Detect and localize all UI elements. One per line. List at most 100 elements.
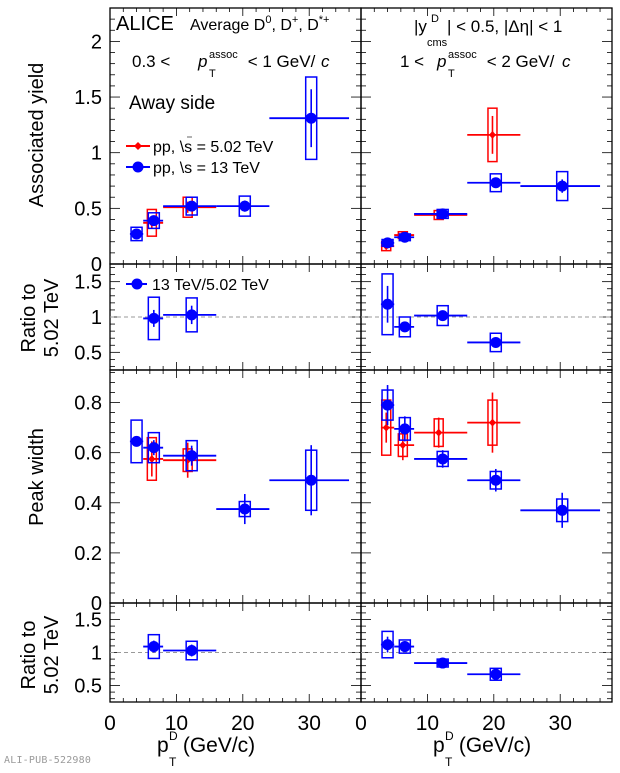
legend-502-label: pp, \s = 5.02 TeV	[153, 139, 274, 156]
y-tick-label: 1	[91, 643, 102, 665]
data-point-circle	[186, 309, 198, 321]
series-pp-13-r1-c0	[143, 296, 217, 341]
y-tick-label: 0.4	[74, 493, 102, 515]
publication-id: ALI-PUB-522980	[4, 755, 92, 766]
data-point-circle	[556, 504, 568, 516]
data-point-circle	[437, 453, 449, 465]
series-pp-13-r2-c1	[380, 385, 601, 528]
x-tick-label: 20	[231, 712, 254, 735]
left-pt-p: p	[197, 52, 207, 71]
annotation-right: |y D cms | < 0.5, |Δη| < 1 1 < p assoc T…	[400, 13, 571, 80]
data-point-diamond	[148, 454, 156, 463]
data-point-circle	[437, 208, 449, 220]
legend-ratio-circle-icon	[131, 278, 143, 290]
annotation-left: ALICE Average D0, D+, D*+ 0.3 < p assoc …	[116, 13, 330, 114]
right-pt-assoc-range: 1 < p assoc T < 2 GeV/ c	[400, 49, 571, 80]
alice-label: ALICE	[116, 13, 174, 35]
left-pt-c: c	[321, 52, 330, 71]
data-point-circle	[490, 336, 502, 348]
legend-entry-502: pp, \s = 5.02 TeV	[126, 136, 274, 156]
y-tick-label: 1.5	[74, 272, 102, 294]
series-pp-13-r1-c1	[380, 273, 521, 353]
x-tick-label: 0	[355, 712, 367, 735]
xlabel-right-sup: D	[445, 729, 454, 743]
data-point-circle	[131, 228, 143, 240]
xlabel-right-sub: T	[445, 755, 453, 769]
data-point-circle	[148, 641, 160, 653]
series-pp-5p02-r2-c1	[380, 392, 521, 461]
data-point-circle	[399, 641, 411, 653]
data-point-circle	[305, 112, 317, 124]
ylabel-ratio-top-line2: 5.02 TeV	[41, 278, 63, 357]
series-pp-13-r2-c0	[129, 419, 350, 525]
data-point-diamond	[399, 441, 407, 450]
x-tick-label: 30	[298, 712, 321, 735]
xlabel-right: p D T (GeV/c)	[433, 729, 531, 769]
legend-13-label: pp, \s = 13 TeV	[153, 160, 260, 177]
avg-d0-sup: 0	[265, 14, 271, 26]
rapidity-cut-label: |y D cms | < 0.5, |Δη| < 1	[414, 13, 562, 49]
left-pt-assoc-range: 0.3 < p assoc T < 1 GeV/ c	[132, 49, 330, 80]
right-pt-c: c	[562, 52, 571, 71]
x-tick-label: 10	[165, 712, 188, 735]
y-tick-label: 0.5	[74, 342, 102, 364]
x-tick-label: 0	[104, 712, 116, 735]
data-marks	[129, 76, 601, 681]
legend-ratio: 13 TeV/5.02 TeV	[126, 277, 269, 294]
y-tick-label: 1	[91, 307, 102, 329]
x-tick-label: 30	[549, 712, 572, 735]
y-tick-label: 0.2	[74, 543, 102, 565]
data-point-circle	[148, 312, 160, 324]
left-pt-T: T	[209, 68, 216, 80]
xlabel-right-rest: (GeV/c)	[453, 734, 531, 757]
y-tick-label: 0	[91, 593, 102, 615]
left-pt-hi: < 1 GeV/	[243, 52, 316, 71]
data-point-circle	[382, 399, 394, 411]
data-point-circle	[490, 474, 502, 486]
data-point-circle	[305, 474, 317, 486]
avg-dstar-sup: *+	[319, 14, 330, 26]
y-tick-label: 2	[91, 31, 102, 53]
data-point-diamond	[488, 418, 496, 427]
x-tick-label: 20	[482, 712, 505, 735]
data-point-circle	[490, 668, 502, 680]
rapidity-sup: D	[431, 13, 439, 25]
y-tick-label: 1.5	[74, 610, 102, 632]
data-point-circle	[399, 231, 411, 243]
data-point-circle	[186, 645, 198, 657]
data-point-diamond	[382, 423, 390, 432]
rapidity-y: |y	[414, 17, 427, 36]
avg-mid1: , D	[271, 17, 291, 34]
away-side-label: Away side	[129, 93, 215, 114]
panel-frame-r2-c1	[360, 369, 613, 604]
data-point-circle	[556, 180, 568, 192]
x-tick-label: 10	[416, 712, 439, 735]
data-point-circle	[148, 442, 160, 454]
legend-entry-13: pp, \s = 13 TeV	[126, 160, 260, 177]
panel-frame-r0-c1	[360, 7, 613, 265]
average-text: Average D0, D+, D*+	[190, 14, 330, 34]
legend-13-circle-icon	[132, 161, 144, 173]
data-point-circle	[186, 450, 198, 462]
xlabel-left: p D T (GeV/c)	[157, 729, 255, 769]
xlabel-left-rest: (GeV/c)	[177, 734, 255, 757]
right-pt-T: T	[448, 68, 455, 80]
y-tick-label: 0.5	[74, 676, 102, 698]
xlabel-right-p: p	[433, 734, 445, 757]
data-point-circle	[382, 298, 394, 310]
y-tick-label: 1	[91, 143, 102, 165]
xlabel-left-sub: T	[169, 755, 177, 769]
ylabel-ratio-bottom-line1: Ratio to	[18, 621, 40, 690]
data-point-circle	[437, 310, 449, 322]
ylabel-ratio-bottom-line2: 5.02 TeV	[41, 615, 63, 694]
data-point-circle	[399, 423, 411, 435]
right-pt-assoc: assoc	[448, 49, 477, 61]
avg-dplus-sup: +	[292, 14, 298, 26]
y-tick-label: 0.6	[74, 443, 102, 465]
data-point-circle	[382, 639, 394, 651]
data-point-circle	[239, 200, 251, 212]
rapidity-rest: | < 0.5, |Δη| < 1	[447, 17, 562, 36]
data-point-circle	[131, 435, 143, 447]
legend-502-diamond-icon	[134, 142, 142, 150]
